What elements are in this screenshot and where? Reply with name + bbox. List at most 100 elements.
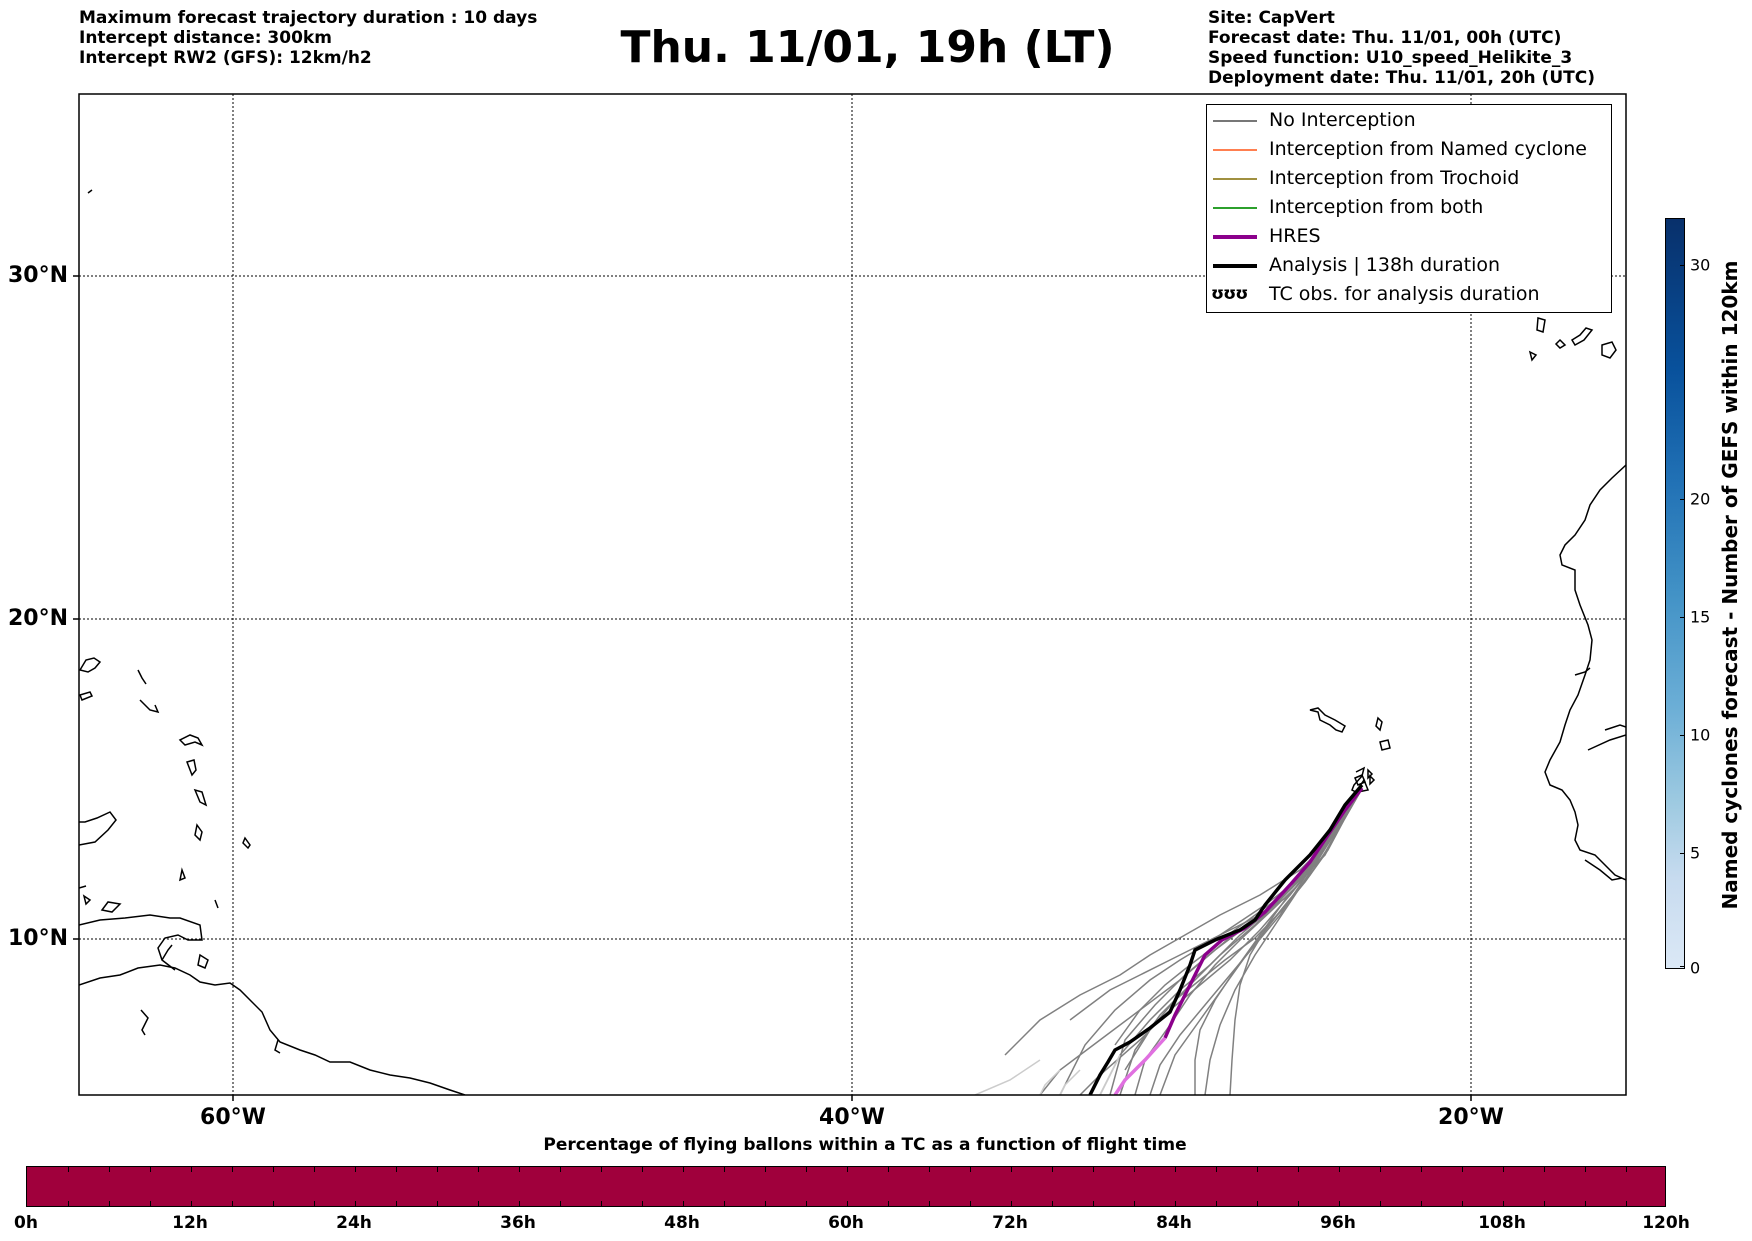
timebar-tick-label: 0h bbox=[14, 1213, 38, 1233]
legend-line-olive bbox=[1213, 178, 1257, 180]
timebar-minor-tick bbox=[355, 1167, 356, 1172]
legend-line-green bbox=[1213, 207, 1257, 209]
legend-line-black bbox=[1213, 264, 1257, 268]
timebar-minor-tick bbox=[273, 1201, 274, 1206]
timebar-tick-label: 96h bbox=[1320, 1213, 1356, 1233]
colorbar-tick-label: 30 bbox=[1690, 255, 1711, 275]
timebar-minor-tick bbox=[396, 1167, 397, 1172]
analysis-trajectory bbox=[1088, 783, 1364, 1095]
timebar-minor-tick bbox=[478, 1201, 479, 1206]
max-duration-text: Maximum forecast trajectory duration : 1… bbox=[79, 8, 538, 28]
flight-time-bar bbox=[26, 1166, 1666, 1207]
hres-trajectory-late bbox=[1113, 1036, 1167, 1095]
timebar-tick-label: 72h bbox=[992, 1213, 1028, 1233]
timebar-minor-tick bbox=[1421, 1201, 1422, 1206]
timebar-minor-tick bbox=[1175, 1201, 1176, 1206]
colorbar-tick-mark bbox=[1680, 499, 1685, 500]
timebar-minor-tick bbox=[683, 1167, 684, 1172]
timebar-tick-label: 36h bbox=[500, 1213, 536, 1233]
cyclone-count-colorbar bbox=[1665, 218, 1685, 969]
timebar-minor-tick bbox=[355, 1201, 356, 1206]
lon-label-40w: 40°W bbox=[819, 1105, 885, 1130]
timebar-minor-tick bbox=[1298, 1201, 1299, 1206]
timebar-minor-tick bbox=[109, 1201, 110, 1206]
timebar-minor-tick bbox=[1544, 1201, 1545, 1206]
timebar-tick-label: 108h bbox=[1478, 1213, 1526, 1233]
timebar-minor-tick bbox=[888, 1201, 889, 1206]
speed-function-text: Speed function: U10_speed_Helikite_3 bbox=[1208, 48, 1573, 68]
axis-ticks bbox=[73, 275, 1472, 1101]
legend-label: Interception from both bbox=[1269, 196, 1484, 218]
intercept-distance-text: Intercept distance: 300km bbox=[79, 28, 332, 48]
colorbar-tick-mark bbox=[1680, 735, 1685, 736]
colorbar-tick-label: 5 bbox=[1690, 843, 1701, 863]
header-info-left: Maximum forecast trajectory duration : 1… bbox=[79, 8, 537, 68]
timebar-minor-tick bbox=[519, 1167, 520, 1172]
timebar-minor-tick bbox=[847, 1201, 848, 1206]
timebar-minor-tick bbox=[314, 1201, 315, 1206]
timebar-minor-tick bbox=[642, 1167, 643, 1172]
timebar-minor-tick bbox=[396, 1201, 397, 1206]
site-text: Site: CapVert bbox=[1208, 8, 1335, 28]
timebar-minor-tick bbox=[1011, 1201, 1012, 1206]
timebar-minor-tick bbox=[68, 1201, 69, 1206]
legend-label: Analysis | 138h duration bbox=[1269, 254, 1501, 276]
timebar-minor-tick bbox=[929, 1201, 930, 1206]
timebar-minor-tick bbox=[1216, 1167, 1217, 1172]
timebar-minor-tick bbox=[478, 1167, 479, 1172]
timebar-minor-tick bbox=[683, 1201, 684, 1206]
timebar-minor-tick bbox=[150, 1167, 151, 1172]
timebar-minor-tick bbox=[1380, 1167, 1381, 1172]
legend-item-named-cyclone: Interception from Named cyclone bbox=[1207, 138, 1611, 162]
timebar-minor-tick bbox=[1093, 1167, 1094, 1172]
trajectories-faded bbox=[974, 1054, 1121, 1095]
lat-label-30n: 30°N bbox=[8, 263, 69, 288]
timebar-minor-tick bbox=[1339, 1201, 1340, 1206]
timebar-title: Percentage of flying ballons within a TC… bbox=[543, 1135, 1187, 1155]
timebar-minor-tick bbox=[1093, 1201, 1094, 1206]
timebar-minor-tick bbox=[191, 1167, 192, 1172]
timebar-minor-tick bbox=[1298, 1167, 1299, 1172]
intercept-rw2-text: Intercept RW2 (GFS): 12km/h2 bbox=[79, 48, 372, 68]
legend-line-gray bbox=[1213, 120, 1257, 122]
timebar-minor-tick bbox=[1503, 1167, 1504, 1172]
lon-label-20w: 20°W bbox=[1438, 1105, 1504, 1130]
timebar-minor-tick bbox=[1421, 1167, 1422, 1172]
timebar-minor-tick bbox=[765, 1167, 766, 1172]
timebar-minor-tick bbox=[601, 1201, 602, 1206]
timebar-minor-tick bbox=[1011, 1167, 1012, 1172]
timebar-minor-tick bbox=[888, 1167, 889, 1172]
legend-label: Interception from Named cyclone bbox=[1269, 138, 1587, 160]
lat-label-20n: 20°N bbox=[8, 606, 69, 631]
legend-label: HRES bbox=[1269, 225, 1321, 247]
colorbar-tick-label: 0 bbox=[1690, 958, 1701, 978]
timebar-minor-tick bbox=[1626, 1201, 1627, 1206]
timebar-minor-tick bbox=[1134, 1201, 1135, 1206]
tc-symbol-icon: ʊʊʊ bbox=[1211, 284, 1248, 304]
timebar-minor-tick bbox=[437, 1167, 438, 1172]
timebar-minor-tick bbox=[601, 1167, 602, 1172]
legend-item-both: Interception from both bbox=[1207, 196, 1611, 220]
map-legend: No Interception Interception from Named … bbox=[1206, 104, 1612, 313]
legend-line-orange bbox=[1213, 149, 1257, 151]
timebar-minor-tick bbox=[1544, 1167, 1545, 1172]
trajectories-no-interception bbox=[1004, 787, 1363, 1095]
colorbar-tick-mark bbox=[1680, 617, 1685, 618]
page-title: Thu. 11/01, 19h (LT) bbox=[620, 22, 1115, 73]
header-info-right: Site: CapVert Forecast date: Thu. 11/01,… bbox=[1208, 8, 1595, 88]
legend-item-hres: HRES bbox=[1207, 225, 1611, 249]
timebar-tick-label: 48h bbox=[664, 1213, 700, 1233]
timebar-minor-tick bbox=[191, 1201, 192, 1206]
timebar-minor-tick bbox=[1216, 1201, 1217, 1206]
timebar-minor-tick bbox=[1462, 1201, 1463, 1206]
forecast-date-text: Forecast date: Thu. 11/01, 00h (UTC) bbox=[1208, 28, 1562, 48]
timebar-tick-label: 84h bbox=[1156, 1213, 1192, 1233]
timebar-minor-tick bbox=[314, 1167, 315, 1172]
timebar-minor-tick bbox=[970, 1167, 971, 1172]
colorbar-tick-mark bbox=[1680, 966, 1685, 967]
timebar-minor-tick bbox=[1175, 1167, 1176, 1172]
timebar-minor-tick bbox=[1585, 1167, 1586, 1172]
colorbar-tick-label: 15 bbox=[1690, 607, 1711, 627]
timebar-minor-tick bbox=[273, 1167, 274, 1172]
timebar-minor-tick bbox=[68, 1167, 69, 1172]
